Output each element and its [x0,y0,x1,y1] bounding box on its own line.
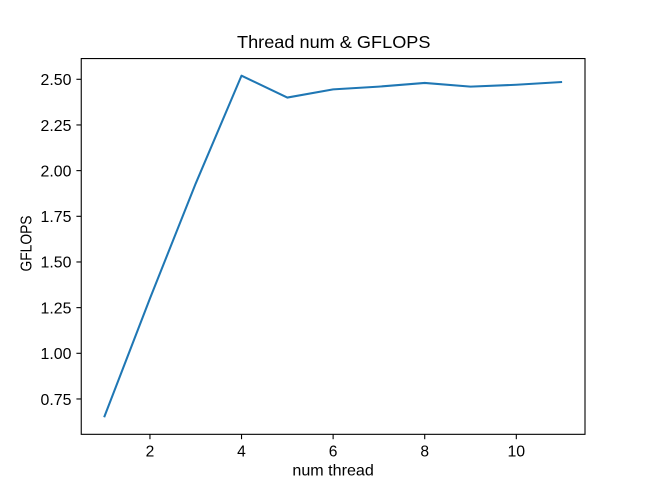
svg-text:2: 2 [146,443,155,460]
svg-text:GFLOPS: GFLOPS [19,216,36,272]
svg-text:1.50: 1.50 [41,254,72,271]
svg-text:10: 10 [507,443,525,460]
svg-text:num thread: num thread [292,463,373,480]
svg-text:0.75: 0.75 [41,392,72,409]
svg-text:4: 4 [237,443,246,460]
svg-text:2.50: 2.50 [41,72,72,89]
svg-text:2.00: 2.00 [41,164,72,181]
svg-text:1.75: 1.75 [41,209,72,226]
svg-text:Thread num & GFLOPS: Thread num & GFLOPS [237,32,431,52]
svg-text:6: 6 [329,443,338,460]
svg-text:1.25: 1.25 [41,301,72,318]
svg-text:1.00: 1.00 [41,346,72,363]
svg-text:8: 8 [420,443,429,460]
svg-text:2.25: 2.25 [41,118,72,135]
